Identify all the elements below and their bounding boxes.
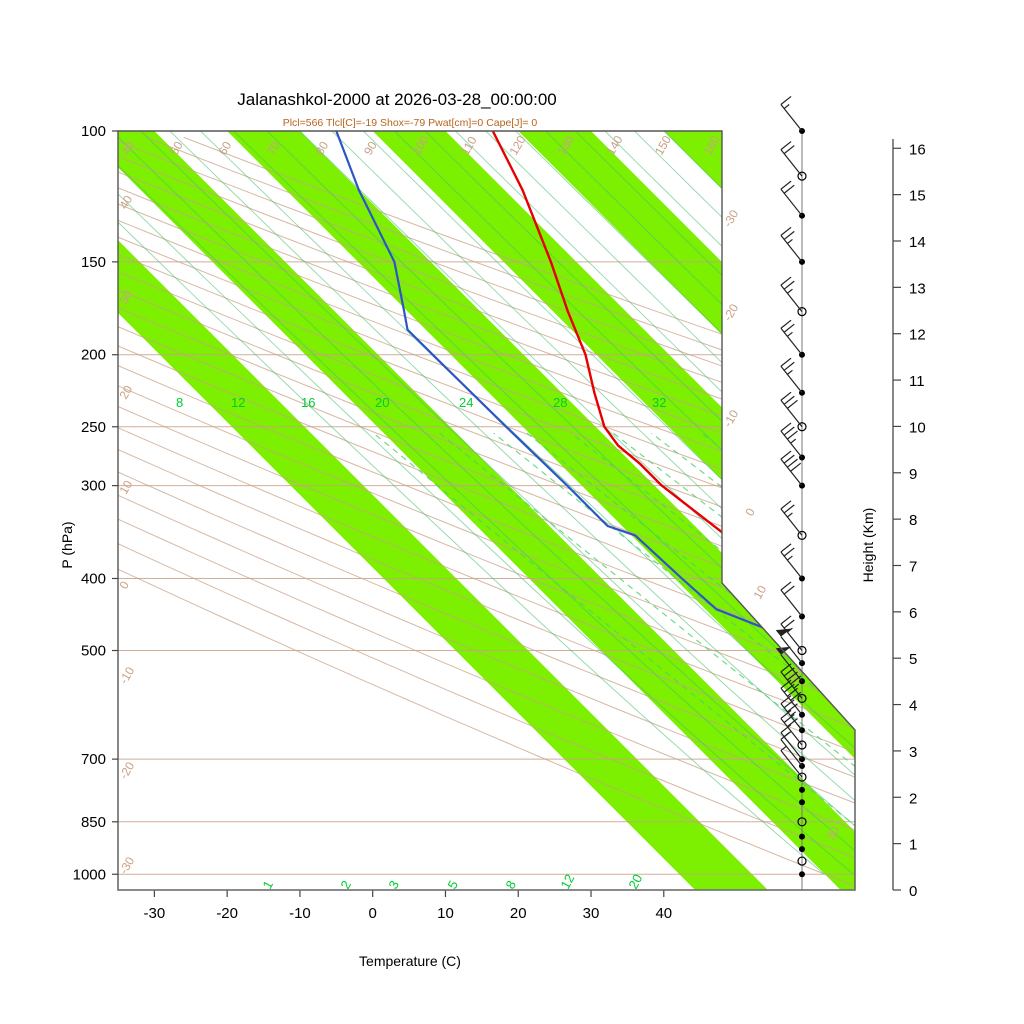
pressure-tick-label: 500 <box>81 643 106 660</box>
temperature-tick-label: 10 <box>437 905 454 922</box>
height-tick-label: 12 <box>909 327 926 344</box>
height-tick-label: 6 <box>909 605 917 622</box>
height-tick-label: 10 <box>909 419 926 436</box>
moist-adiabat <box>118 131 854 875</box>
moist-adiabat <box>118 131 855 875</box>
height-tick-label: 13 <box>909 280 926 297</box>
dry-adiabat <box>118 136 855 890</box>
isotherm-band <box>118 131 768 890</box>
mixing-ratio-label: 12 <box>557 872 577 892</box>
dry-adiabat <box>118 136 855 890</box>
temperature-tick-label: 0 <box>369 905 377 922</box>
mixing-ratio-label: 20 <box>625 872 645 892</box>
temperature-tick-label: -30 <box>144 905 166 922</box>
moist-adiabat-label-right: 10 <box>750 583 769 602</box>
temperature-tick-label: -20 <box>216 905 238 922</box>
mixing-ratio-line <box>493 432 855 890</box>
dry-adiabat <box>118 136 855 890</box>
dewpoint-profile-line <box>335 131 855 770</box>
pressure-tick-label: 250 <box>81 419 106 436</box>
moist-adiabat-label-left: 20 <box>116 383 135 402</box>
pressure-tick-label: 850 <box>81 814 106 831</box>
mixing-ratio-label-upper: 8 <box>176 395 183 410</box>
pressure-tick-label: 400 <box>81 570 106 587</box>
mixing-ratio-label-upper: 24 <box>459 395 473 410</box>
dry-adiabat <box>118 136 855 890</box>
height-tick-label: 1 <box>909 837 917 854</box>
moist-adiabat-label-left: 40 <box>116 193 135 212</box>
dry-adiabat <box>118 136 855 890</box>
temperature-profile-line <box>491 131 855 770</box>
dry-adiabat <box>118 136 855 890</box>
height-tick-label: 16 <box>909 141 926 158</box>
mixing-ratio-line <box>439 432 855 890</box>
moist-adiabat-label-right: -20 <box>720 301 741 323</box>
moist-adiabat-label-right: 30 <box>823 824 842 843</box>
height-tick-label: 4 <box>909 698 917 715</box>
pressure-tick-label: 300 <box>81 478 106 495</box>
temperature-tick-label: 40 <box>655 905 672 922</box>
pressure-tick-label: 150 <box>81 254 106 271</box>
pressure-tick-label: 200 <box>81 347 106 364</box>
dry-adiabat-label: 90 <box>361 139 380 158</box>
height-tick-label: 5 <box>909 651 917 668</box>
mixing-ratio-label-upper: 12 <box>231 395 245 410</box>
pressure-tick-label: 700 <box>81 751 106 768</box>
moist-adiabat-label-right: -10 <box>720 407 741 429</box>
dry-adiabat <box>118 136 855 890</box>
dry-adiabat <box>118 136 855 890</box>
moist-adiabat <box>393 131 855 875</box>
dry-adiabat-label: 50 <box>167 139 186 158</box>
height-tick-label: 8 <box>909 512 917 529</box>
isotherm-band <box>118 131 855 890</box>
height-tick-label: 3 <box>909 744 917 761</box>
dry-adiabat <box>118 136 855 890</box>
dry-adiabat <box>118 136 855 890</box>
height-tick-label: 0 <box>909 883 917 900</box>
pressure-tick-label: 100 <box>81 123 106 140</box>
moist-adiabat <box>118 131 825 875</box>
dry-adiabat <box>118 136 855 890</box>
wind-barb-column <box>775 95 807 890</box>
mixing-ratio-label-upper: 32 <box>652 395 666 410</box>
height-tick-label: 9 <box>909 466 917 483</box>
pressure-tick-label: 1000 <box>73 866 106 883</box>
moist-adiabat-label-left: 30 <box>116 288 135 307</box>
dry-adiabat-label: 40 <box>118 139 137 158</box>
temperature-tick-label: -10 <box>289 905 311 922</box>
plot-area <box>118 131 855 890</box>
dry-adiabat <box>118 136 855 890</box>
moist-adiabat <box>331 131 855 875</box>
moist-adiabat <box>362 131 855 875</box>
mixing-ratio-label-upper: 28 <box>553 395 567 410</box>
dry-adiabat <box>118 136 855 890</box>
temperature-tick-label: 20 <box>510 905 527 922</box>
dry-adiabat <box>118 136 855 890</box>
dry-adiabat-label: 70 <box>264 139 283 158</box>
mixing-ratio-line <box>373 432 855 890</box>
mixing-ratio-label-upper: 16 <box>301 395 315 410</box>
moist-adiabat-label-right: -30 <box>720 207 741 229</box>
height-tick-label: 14 <box>909 234 926 251</box>
dry-adiabat <box>118 136 855 890</box>
temperature-tick-label: 30 <box>583 905 600 922</box>
dry-adiabat-label: 60 <box>215 139 234 158</box>
height-tick-label: 15 <box>909 188 926 205</box>
moist-adiabat <box>140 131 855 875</box>
height-tick-label: 7 <box>909 558 917 575</box>
height-tick-label: 11 <box>909 373 925 390</box>
moist-adiabat <box>118 131 855 875</box>
height-tick-label: 2 <box>909 790 917 807</box>
moist-adiabat-label-left: 10 <box>116 478 135 497</box>
mixing-ratio-label-upper: 20 <box>375 395 389 410</box>
moist-adiabat-label-right: 0 <box>742 505 758 518</box>
dry-adiabat-label: 80 <box>312 139 331 158</box>
moist-adiabat <box>169 131 855 875</box>
